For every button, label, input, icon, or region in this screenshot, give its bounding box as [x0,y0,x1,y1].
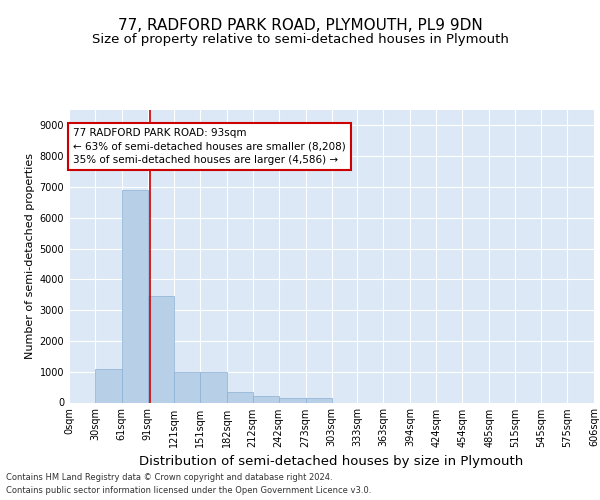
Text: Contains public sector information licensed under the Open Government Licence v3: Contains public sector information licen… [6,486,371,495]
Bar [174,372,200,402]
Bar [95,368,122,402]
Bar [227,392,253,402]
X-axis label: Distribution of semi-detached houses by size in Plymouth: Distribution of semi-detached houses by … [139,455,524,468]
Bar [305,398,331,402]
Y-axis label: Number of semi-detached properties: Number of semi-detached properties [25,153,35,359]
Bar [122,190,148,402]
Bar [278,398,305,402]
Bar [200,372,227,402]
Text: Contains HM Land Registry data © Crown copyright and database right 2024.: Contains HM Land Registry data © Crown c… [6,472,332,482]
Bar [148,296,174,403]
Text: 77 RADFORD PARK ROAD: 93sqm
← 63% of semi-detached houses are smaller (8,208)
35: 77 RADFORD PARK ROAD: 93sqm ← 63% of sem… [73,128,346,165]
Text: 77, RADFORD PARK ROAD, PLYMOUTH, PL9 9DN: 77, RADFORD PARK ROAD, PLYMOUTH, PL9 9DN [118,18,482,32]
Text: Size of property relative to semi-detached houses in Plymouth: Size of property relative to semi-detach… [92,32,508,46]
Bar [253,396,278,402]
